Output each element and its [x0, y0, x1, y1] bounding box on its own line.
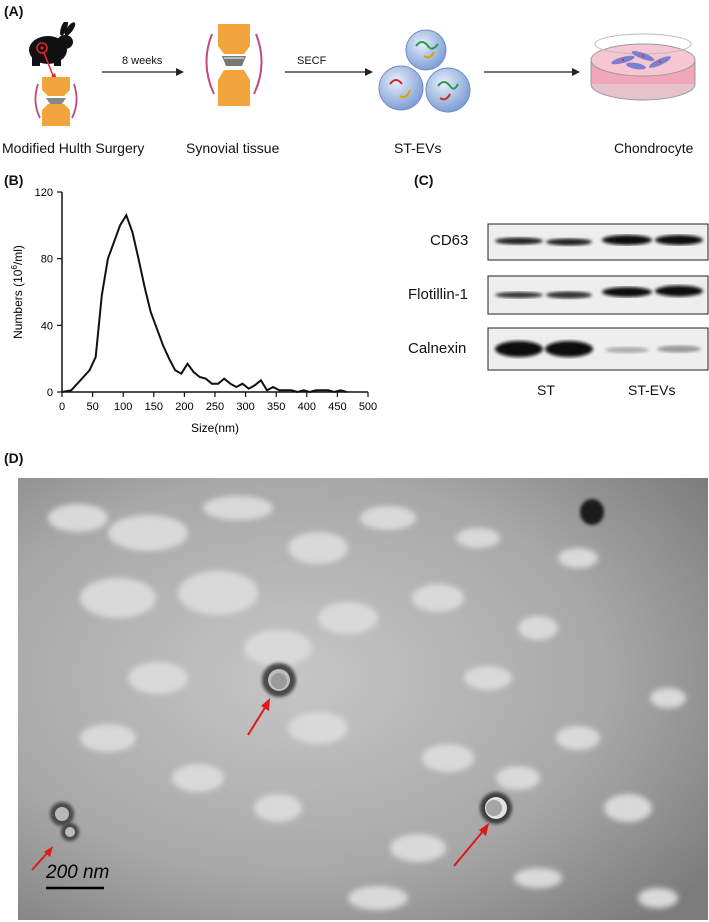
x-tick-label: 250: [206, 401, 224, 413]
step-label-surgery: Modified Hulth Surgery: [2, 140, 145, 156]
blot-group-st: ST: [537, 382, 555, 398]
vesicle-arrows: [31, 698, 489, 871]
arrow-to-chondrocyte: [484, 68, 580, 76]
x-tick-label: 0: [59, 401, 65, 413]
synovial-knee-illustration: [205, 24, 263, 106]
ev-vesicles-illustration: [378, 29, 471, 113]
x-tick-label: 400: [298, 401, 316, 413]
blot-strip-cd63: [487, 223, 709, 261]
blot-strip-calnexin: [487, 327, 709, 371]
panel-a-label: (A): [4, 3, 24, 19]
blot-label-calnexin: Calnexin: [408, 340, 467, 357]
panel-c-label: (C): [414, 172, 434, 188]
rabbit-surgery-illustration: [29, 22, 78, 126]
x-tick-label: 200: [175, 401, 193, 413]
x-tick-label: 450: [328, 401, 346, 413]
x-tick-label: 500: [359, 401, 377, 413]
step-label-synovial: Synovial tissue: [186, 140, 280, 156]
chart-axes: [61, 192, 368, 393]
x-axis-label: Size(nm): [191, 421, 239, 435]
tem-background-texture: [48, 496, 686, 910]
western-blot-image: [487, 223, 709, 371]
tem-micrograph: [18, 478, 708, 920]
nta-size-chart: 0 50 100 150 200 250 300 350 400 450 500 0 40 80 120 S…: [10, 187, 378, 435]
rabbit-icon: [29, 22, 76, 66]
x-tick-label: 50: [86, 401, 98, 413]
x-tick-label: 300: [236, 401, 254, 413]
y-tick-label: 80: [41, 254, 53, 266]
blot-group-st-evs: ST-EVs: [628, 382, 676, 398]
x-tick-label: 100: [114, 401, 132, 413]
chart-ticks: 0 50 100 150 200 250 300 350 400 450 500 0 40 80 120: [35, 187, 378, 413]
arrow-label-secf: SECF: [297, 55, 327, 67]
x-tick-label: 350: [267, 401, 285, 413]
step-label-st-evs: ST-EVs: [394, 140, 442, 156]
knee-joint-icon: [34, 77, 78, 126]
vesicle-1: [262, 663, 296, 697]
blot-label-cd63: CD63: [430, 232, 469, 249]
step-label-chondrocyte: Chondrocyte: [614, 140, 694, 156]
y-tick-label: 40: [41, 320, 53, 332]
arrow-8-weeks: [102, 68, 184, 76]
y-tick-label: 0: [47, 387, 53, 399]
panel-d-label: (D): [4, 450, 24, 466]
y-tick-label: 120: [35, 187, 53, 199]
tem-dark-particle: [580, 499, 604, 525]
scale-bar-label: 200 nm: [46, 862, 110, 883]
size-distribution-line: [61, 213, 347, 394]
blot-label-flotillin: Flotillin-1: [408, 286, 469, 303]
blot-strip-flotillin: [487, 275, 709, 315]
vesicle-3: [50, 802, 79, 841]
vesicle-2: [480, 792, 512, 824]
chondrocyte-dish-illustration: [590, 33, 696, 101]
arrow-secf: [285, 68, 373, 76]
x-tick-label: 150: [145, 401, 163, 413]
panel-b-label: (B): [4, 172, 24, 188]
arrow-label-8-weeks: 8 weeks: [122, 55, 163, 67]
y-axis-label: Numbers (106/ml): [10, 245, 25, 339]
